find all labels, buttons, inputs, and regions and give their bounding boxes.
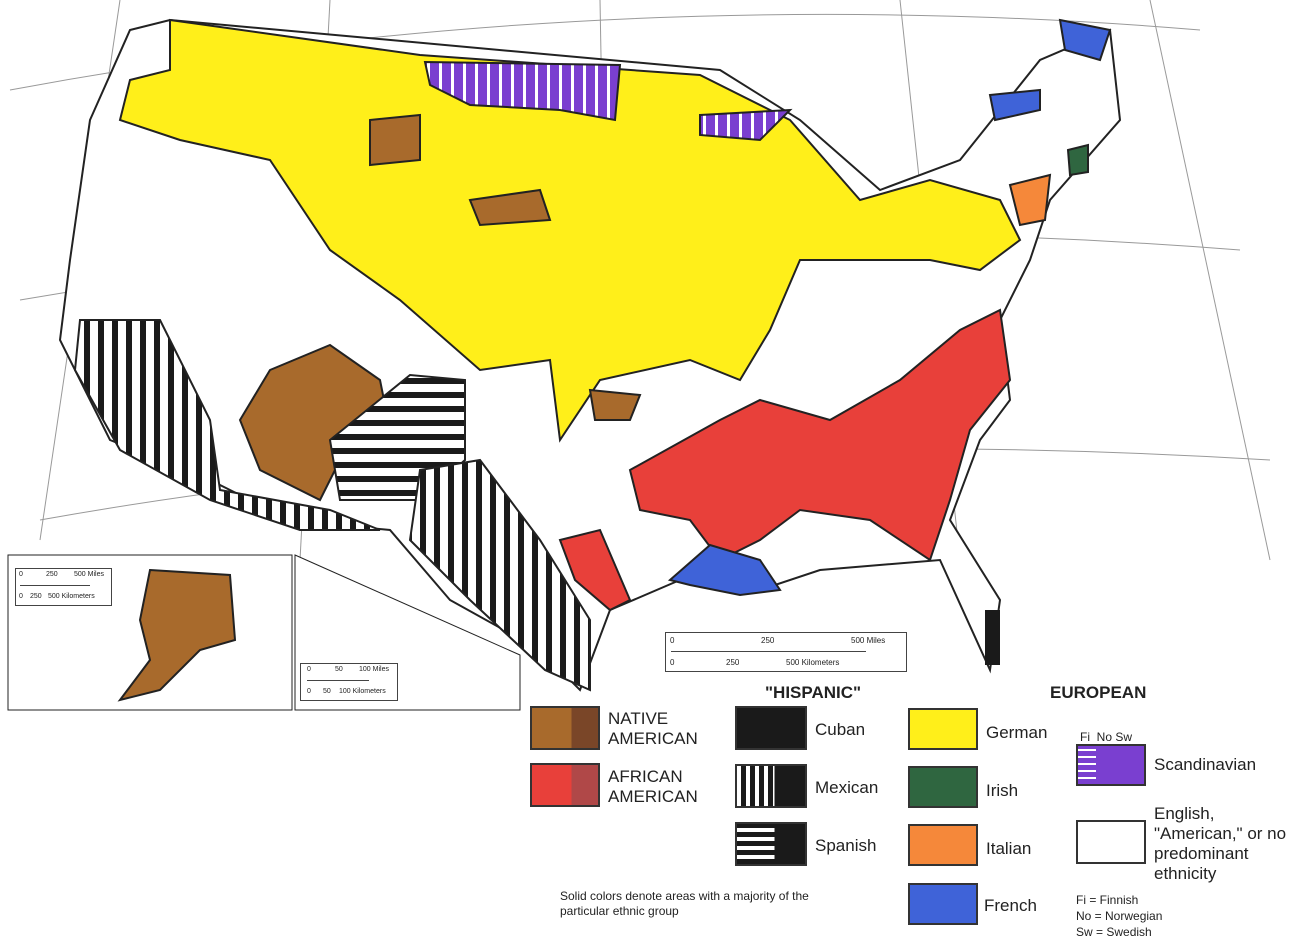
region-french-me xyxy=(1058,18,1112,62)
swatch-italian xyxy=(908,824,978,866)
scale-bar-hawaii: 0 50 100 Miles 0 50 100 Kilometers xyxy=(300,663,398,701)
alaska-native-american xyxy=(117,568,237,702)
label-spanish: Spanish xyxy=(815,836,877,855)
region-mexican-tx xyxy=(408,458,591,692)
swatch-african-american xyxy=(530,763,600,807)
sub-label-no: No xyxy=(1096,730,1113,744)
legend-note: Solid colors denote areas with a majorit… xyxy=(560,889,809,918)
scale-label: 250 xyxy=(726,658,740,667)
region-native-american-ok xyxy=(588,388,642,421)
label-german: German xyxy=(986,723,1048,742)
region-scandinavian-mi xyxy=(699,108,793,142)
scale-label: 100 Miles xyxy=(359,666,389,673)
scale-label: 250 xyxy=(30,593,42,600)
label-italian: Italian xyxy=(986,839,1032,858)
sub-label-fi: Fi xyxy=(1080,730,1090,744)
swatch-irish xyxy=(908,766,978,808)
swatch-german xyxy=(908,708,978,750)
scale-label: 500 Kilometers xyxy=(48,593,95,600)
region-native-american-dakotas xyxy=(369,113,421,167)
scale-label: 50 xyxy=(335,666,343,673)
region-african-american-tx xyxy=(558,528,632,612)
scale-label: 0 xyxy=(19,593,23,600)
scale-label: 0 xyxy=(19,571,23,578)
swatch-mexican xyxy=(735,764,807,808)
swatch-cuban xyxy=(735,706,807,750)
label-african-american: AFRICAN AMERICAN xyxy=(608,767,698,806)
scale-label: 500 Kilometers xyxy=(786,658,840,667)
swatch-scandinavian xyxy=(1076,744,1146,786)
label-native-american: NATIVE AMERICAN xyxy=(608,709,698,748)
region-french-la xyxy=(667,543,782,597)
label-mexican: Mexican xyxy=(815,778,879,797)
region-french-vt xyxy=(988,88,1041,122)
swatch-french xyxy=(908,883,978,925)
region-mexican-ca xyxy=(73,319,381,531)
region-irish xyxy=(1066,143,1089,177)
region-cuban-fl xyxy=(985,610,1000,665)
scale-label: 0 xyxy=(307,666,311,673)
scale-label: 0 xyxy=(670,658,675,667)
swatch-native-american xyxy=(530,706,600,750)
label-french: French xyxy=(984,896,1037,915)
abbreviation-norwegian: No = Norwegian xyxy=(1076,909,1163,923)
abbreviation-swedish: Sw = Swedish xyxy=(1076,925,1152,939)
scale-label: 250 xyxy=(46,571,58,578)
scandinavian-sub-labels: Fi No Sw xyxy=(1080,730,1132,745)
swatch-english xyxy=(1076,820,1146,864)
scale-label: 100 Kilometers xyxy=(339,688,386,695)
swatch-spanish xyxy=(735,822,807,866)
label-scandinavian: Scandinavian xyxy=(1154,755,1257,774)
label-irish: Irish xyxy=(986,781,1019,800)
region-native-american-sd xyxy=(468,188,552,227)
scale-label: 50 xyxy=(323,688,331,695)
sub-label-sw: Sw xyxy=(1115,730,1133,744)
scale-label: 250 xyxy=(761,636,775,645)
legend-header-european: EUROPEAN xyxy=(1050,683,1147,702)
scale-label: 0 xyxy=(670,636,675,645)
legend-header-hispanic: "HISPANIC" xyxy=(765,683,862,702)
scale-bar-main: 0 250 500 Miles 0 250 500 Kilometers xyxy=(665,632,907,672)
scale-label: 0 xyxy=(307,688,311,695)
region-german xyxy=(118,18,1022,443)
label-english: English, "American," or no predominant e… xyxy=(1154,804,1287,883)
region-italian xyxy=(1008,173,1052,227)
region-scandinavian xyxy=(423,60,622,122)
scale-label: 500 Miles xyxy=(851,636,886,645)
label-cuban: Cuban xyxy=(815,720,866,739)
scale-label: 500 Miles xyxy=(74,571,104,578)
abbreviation-finnish: Fi = Finnish xyxy=(1076,893,1139,907)
scale-bar-alaska: 0 250 500 Miles 0 250 500 Kilometers xyxy=(15,568,112,606)
